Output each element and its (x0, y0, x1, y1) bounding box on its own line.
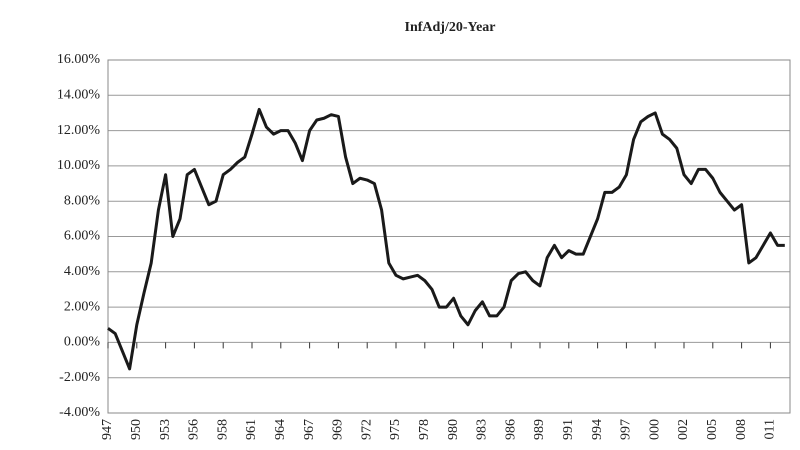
x-tick-label: 958 (215, 419, 230, 440)
line (107, 107, 785, 371)
y-tick-label: 4.00% (64, 264, 101, 279)
x-tick-label: 994 (590, 419, 605, 440)
x-tick-label: 956 (187, 419, 202, 440)
y-tick-label: 14.00% (57, 88, 101, 103)
x-tick-label: 986 (503, 419, 518, 440)
chart-title: InfAdj/20-Year (405, 20, 496, 35)
x-tick-label: 969 (331, 419, 346, 440)
x-tick-label: 989 (532, 419, 547, 440)
x-tick-label: 008 (734, 419, 749, 440)
y-tick-label: 2.00% (64, 299, 101, 314)
x-tick-label: 980 (446, 419, 461, 440)
y-tick-label: 0.00% (64, 335, 101, 350)
x-tick-label: 991 (561, 419, 576, 440)
x-tick-label: 002 (676, 419, 691, 440)
x-tick-label: 961 (244, 419, 259, 440)
x-tick-label: 947 (100, 419, 115, 440)
x-tick-label: 967 (302, 419, 317, 440)
y-tick-label: 8.00% (64, 193, 101, 208)
x-tick-label: 972 (359, 419, 374, 440)
x-tick-label: 000 (647, 419, 662, 440)
y-tick-label: -4.00% (59, 405, 100, 420)
y-tick-label: 12.00% (57, 123, 101, 138)
x-tick-label: 978 (417, 419, 432, 440)
x-tick-label: 975 (388, 419, 403, 440)
x-tick-label: 950 (129, 419, 144, 440)
y-tick-label: 10.00% (57, 158, 101, 173)
x-tick-label: 997 (619, 419, 634, 440)
x-tick-label: 953 (158, 419, 173, 440)
x-tick-label: 011 (763, 419, 778, 439)
plot-border (107, 59, 791, 414)
x-tick-label: 005 (705, 419, 720, 440)
y-tick-label: 6.00% (64, 229, 101, 244)
y-tick-label: 16.00% (57, 52, 101, 67)
y-tick-label: -2.00% (59, 370, 100, 385)
x-tick-label: 964 (273, 419, 288, 440)
x-tick-label: 983 (475, 419, 490, 440)
